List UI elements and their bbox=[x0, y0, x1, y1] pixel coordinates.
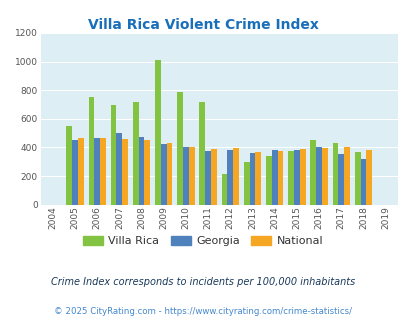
Bar bbox=[144, 140, 150, 205]
Bar bbox=[232, 148, 239, 205]
Bar bbox=[183, 147, 188, 205]
Bar bbox=[299, 149, 305, 205]
Bar bbox=[188, 147, 194, 205]
Bar bbox=[160, 144, 166, 205]
Bar bbox=[155, 60, 160, 205]
Bar bbox=[360, 159, 365, 205]
Bar bbox=[139, 137, 144, 205]
Bar bbox=[332, 143, 338, 205]
Bar bbox=[354, 152, 360, 205]
Bar bbox=[227, 149, 232, 205]
Bar bbox=[211, 149, 216, 205]
Bar bbox=[321, 148, 327, 205]
Bar bbox=[199, 102, 205, 205]
Bar bbox=[338, 154, 343, 205]
Bar bbox=[255, 152, 260, 205]
Bar bbox=[177, 92, 183, 205]
Bar bbox=[265, 156, 271, 205]
Bar bbox=[132, 102, 139, 205]
Bar bbox=[288, 151, 293, 205]
Bar bbox=[310, 140, 315, 205]
Bar bbox=[166, 143, 172, 205]
Text: Crime Index corresponds to incidents per 100,000 inhabitants: Crime Index corresponds to incidents per… bbox=[51, 277, 354, 287]
Bar bbox=[88, 97, 94, 205]
Bar bbox=[122, 139, 128, 205]
Bar bbox=[111, 105, 116, 205]
Text: Villa Rica Violent Crime Index: Villa Rica Violent Crime Index bbox=[87, 18, 318, 32]
Bar bbox=[343, 148, 349, 205]
Bar bbox=[94, 138, 100, 205]
Bar bbox=[100, 138, 106, 205]
Bar bbox=[249, 153, 255, 205]
Bar bbox=[243, 162, 249, 205]
Text: © 2025 CityRating.com - https://www.cityrating.com/crime-statistics/: © 2025 CityRating.com - https://www.city… bbox=[54, 307, 351, 316]
Bar bbox=[221, 174, 227, 205]
Bar bbox=[365, 150, 371, 205]
Bar bbox=[116, 133, 122, 205]
Bar bbox=[205, 151, 211, 205]
Bar bbox=[293, 150, 299, 205]
Legend: Villa Rica, Georgia, National: Villa Rica, Georgia, National bbox=[78, 232, 327, 251]
Bar bbox=[78, 138, 83, 205]
Bar bbox=[277, 151, 283, 205]
Bar bbox=[271, 150, 277, 205]
Bar bbox=[315, 148, 321, 205]
Bar bbox=[72, 140, 78, 205]
Bar bbox=[66, 126, 72, 205]
